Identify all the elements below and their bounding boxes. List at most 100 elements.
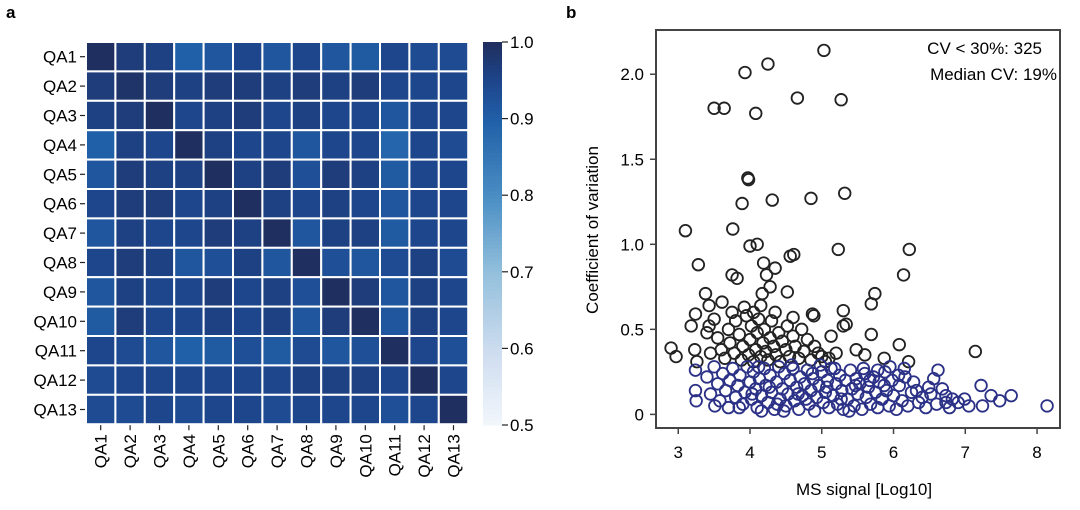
heatmap-cell (114, 129, 146, 161)
colorbar-gradient-segment (483, 336, 502, 342)
colorbar-gradient-segment (483, 76, 502, 81)
heatmap-cell (173, 217, 205, 249)
colorbar-gradient-segment (483, 371, 502, 376)
heatmap-cell (143, 41, 176, 73)
heatmap-cell (437, 246, 470, 279)
scatter-point-low-cv (707, 360, 721, 374)
colorbar-gradient-segment (483, 405, 502, 411)
heatmap-cell (379, 246, 411, 279)
heatmap-cell (379, 305, 411, 338)
heatmap-cell (173, 158, 205, 191)
scatter-point-high-cv (839, 317, 853, 331)
scatter-point-high-cv (735, 196, 749, 211)
colorbar-gradient-segment (483, 199, 502, 204)
scatter-point-high-cv (797, 344, 811, 359)
heatmap-cell (437, 364, 470, 396)
scatter-point-high-cv (725, 305, 739, 320)
colorbar-gradient-segment (483, 45, 502, 51)
heatmap-cell (349, 335, 382, 367)
colorbar-gradient-segment (483, 133, 502, 139)
x-tick-label: 7 (961, 443, 970, 462)
heatmap-cell (261, 246, 293, 279)
heatmap-cell (232, 364, 264, 396)
colorbar-gradient-segment (483, 321, 502, 327)
scatter-point-low-cv (726, 361, 740, 376)
scatter-point-high-cv (759, 268, 774, 282)
heatmap-cell (408, 246, 440, 279)
plot-frame (655, 29, 1061, 429)
scatter-point-high-cv (786, 310, 800, 325)
scatter-point-high-cv (755, 286, 769, 301)
scatter-point-low-cv (807, 404, 822, 418)
scatter-point-low-cv (883, 360, 897, 374)
colorbar-gradient-segment (483, 229, 502, 235)
heatmap-cell (349, 393, 382, 426)
heatmap-cell (232, 129, 264, 161)
heatmap-cell (143, 335, 176, 367)
colorbar-tick-label: 0.5 (510, 416, 534, 435)
colorbar-gradient-segment (483, 256, 502, 261)
heatmap-cell (85, 70, 117, 102)
heatmap-cell (349, 99, 382, 132)
scatter-point-high-cv (703, 346, 718, 360)
heatmap-cell (379, 335, 411, 367)
heatmap-cell (232, 188, 264, 220)
heatmap-cell (143, 393, 176, 426)
scatter-point-high-cv (738, 65, 752, 80)
scatter-point-high-cv (678, 224, 693, 238)
heatmap-cell (114, 276, 146, 308)
y-tick-label: 2.0 (620, 65, 644, 84)
colorbar-gradient-segment (483, 363, 502, 369)
scatter-point-low-cv (871, 363, 885, 377)
heatmap-cell (173, 70, 205, 102)
heatmap-cell (290, 335, 323, 367)
colorbar-gradient-segment (483, 164, 502, 169)
heatmap-cell (232, 41, 264, 73)
scatter-point-high-cv (715, 295, 729, 309)
row-label: QA5 (43, 165, 77, 184)
heatmap-cell (437, 129, 470, 161)
heatmap-cell (437, 41, 470, 73)
heatmap-cell (85, 276, 117, 308)
heatmap-cell (114, 217, 146, 249)
scatter-point-high-cv (786, 329, 800, 343)
scatter-point-high-cv (831, 242, 845, 257)
colorbar-gradient-segment (483, 149, 502, 154)
colorbar-gradient-segment (483, 103, 502, 108)
colorbar-gradient-segment (483, 61, 502, 66)
scatter-point-low-cv (703, 387, 718, 401)
heatmap-cell (408, 335, 440, 367)
colorbar-gradient-segment (483, 317, 502, 323)
scatter-point-low-cv (891, 368, 906, 382)
colorbar-gradient-segment (483, 302, 502, 307)
row-label: QA8 (43, 254, 77, 273)
scatter-point-high-cv (743, 332, 757, 347)
scatter-point-high-cv (858, 348, 872, 362)
scatter-point-low-cv (813, 358, 828, 372)
scatter-point-low-cv (842, 404, 856, 418)
heatmap-cell (173, 276, 205, 308)
scatter-plot: MS signal [Log10] Coefficient of variati… (583, 29, 1061, 499)
colorbar-gradient-segment (483, 386, 502, 392)
col-label: QA7 (268, 434, 287, 468)
scatter-point-high-cv (761, 57, 775, 71)
heatmap-cell (379, 393, 411, 426)
heatmap-cell (320, 276, 352, 308)
scatter-point-high-cv (901, 354, 916, 369)
scatter-point-low-cv (820, 380, 834, 394)
row-label: QA7 (43, 224, 77, 243)
scatter-point-high-cv (736, 339, 750, 354)
heatmap-cell (379, 70, 411, 102)
scatter-point-high-cv (707, 101, 721, 115)
heatmap-cell (173, 41, 205, 73)
scatter-point-high-cv (896, 268, 911, 282)
scatter-point-low-cv (731, 378, 745, 393)
scatter-point-high-cv (782, 349, 797, 364)
colorbar-gradient-segment (483, 260, 502, 265)
heatmap-cell (202, 99, 235, 132)
colorbar-gradient-segment (483, 367, 502, 372)
scatter-point-high-cv (775, 334, 789, 348)
heatmap-cell (320, 364, 352, 396)
y-tick-label: 1.5 (620, 150, 644, 169)
